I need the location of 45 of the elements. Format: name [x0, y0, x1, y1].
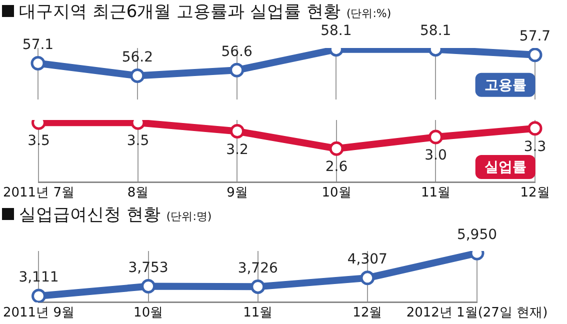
point — [130, 68, 145, 83]
data-label: 56.6 — [221, 44, 252, 60]
data-label: 3,111 — [18, 270, 59, 286]
point — [141, 279, 156, 294]
data-label: 56.2 — [122, 49, 153, 66]
x-tick-label: 8월 — [127, 186, 149, 201]
data-label: 3.0 — [424, 148, 447, 164]
point — [230, 124, 244, 139]
data-label: 58.1 — [320, 22, 352, 39]
x-tick-label: 9월 — [226, 186, 248, 201]
x-tick-label: 11월 — [243, 306, 273, 321]
data-label: 3.2 — [226, 142, 248, 158]
point — [528, 121, 542, 136]
x-tick-label: 2012년 1월(27일 현재) — [406, 306, 548, 321]
x-tick-label: 12월 — [520, 186, 550, 201]
point — [360, 270, 375, 286]
chart-title: 대구지역 최근6개월 고용률과 실업률 현황 — [19, 1, 340, 23]
data-label: 5,950 — [456, 226, 498, 243]
x-tick-label: 2011년 7월 — [2, 186, 74, 201]
series-label: 실업률 — [484, 160, 526, 176]
data-label: 57.7 — [519, 28, 551, 45]
data-label: 3.5 — [126, 133, 150, 150]
data-label: 3.5 — [28, 133, 50, 150]
x-tick-label: 2011년 9월 — [2, 306, 74, 321]
data-label: 3.3 — [524, 139, 546, 156]
data-label: 58.1 — [420, 22, 452, 39]
data-label: 2.6 — [325, 159, 348, 176]
x-tick-label: 11월 — [420, 186, 451, 201]
chart-subtitle: (단위:명) — [166, 209, 212, 224]
point — [31, 288, 46, 302]
x-tick-label: 10월 — [322, 186, 352, 201]
data-label: 4,307 — [347, 252, 388, 268]
point — [230, 62, 244, 78]
point — [250, 279, 266, 294]
point — [30, 56, 46, 70]
x-tick-label: 12월 — [352, 306, 382, 321]
point — [428, 130, 443, 144]
x-tick-label: 10월 — [134, 306, 164, 321]
chart-title: 실업급여신청 현황 — [19, 204, 160, 226]
series-label: 고용률 — [484, 78, 526, 94]
data-label: 3,753 — [128, 260, 168, 276]
point — [329, 141, 344, 156]
data-label: 3,726 — [238, 260, 278, 276]
chart-subtitle: (단위:%) — [346, 6, 392, 21]
data-label: 57.1 — [22, 36, 54, 53]
